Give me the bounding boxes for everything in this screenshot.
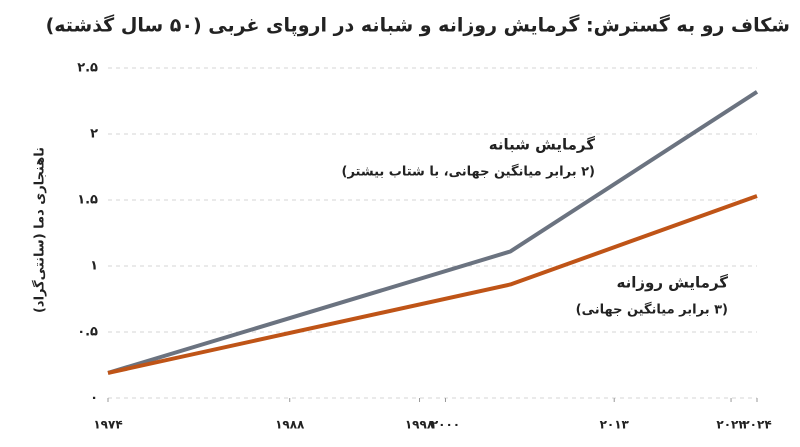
annotation-title: گرمایش شبانه — [489, 136, 596, 154]
y-tick-label: ۱.۵ — [77, 193, 98, 208]
x-tick-label: ۱۹۷۴ — [93, 418, 122, 432]
annotation-note: (۳ برابر میانگین جهانی) — [576, 302, 728, 318]
line-series — [107, 194, 758, 375]
chart-title: شکاف رو به گسترش: گرمایش روزانه و شبانه … — [46, 14, 790, 37]
x-tick-label: ۱۹۸۸ — [275, 418, 305, 432]
x-tick-label: ۲۰۱۳ — [600, 418, 630, 432]
y-tick-label: ۲.۵ — [77, 61, 98, 76]
y-tick-label: ۱ — [90, 259, 98, 274]
annotation-title: گرمایش روزانه — [617, 274, 729, 292]
y-axis-label: ناهنجاری دما (سانتی‌گراد) — [32, 147, 48, 313]
y-tick-label: ۰.۵ — [77, 325, 98, 340]
y-tick-label: ۲ — [90, 127, 98, 142]
annotation-note: (۲ برابر میانگین جهانی، با شتاب بیشتر) — [342, 164, 595, 180]
x-tick-label: ۱۹۹۸ — [405, 418, 435, 432]
x-tick-label: ۲۰۲۲ — [716, 418, 746, 432]
x-tick-label: ۲۰۰۰ — [431, 418, 460, 432]
y-tick-label: ۰ — [90, 391, 98, 406]
x-tick-label: ۲۰۲۴ — [742, 418, 771, 432]
line-series — [107, 90, 759, 375]
